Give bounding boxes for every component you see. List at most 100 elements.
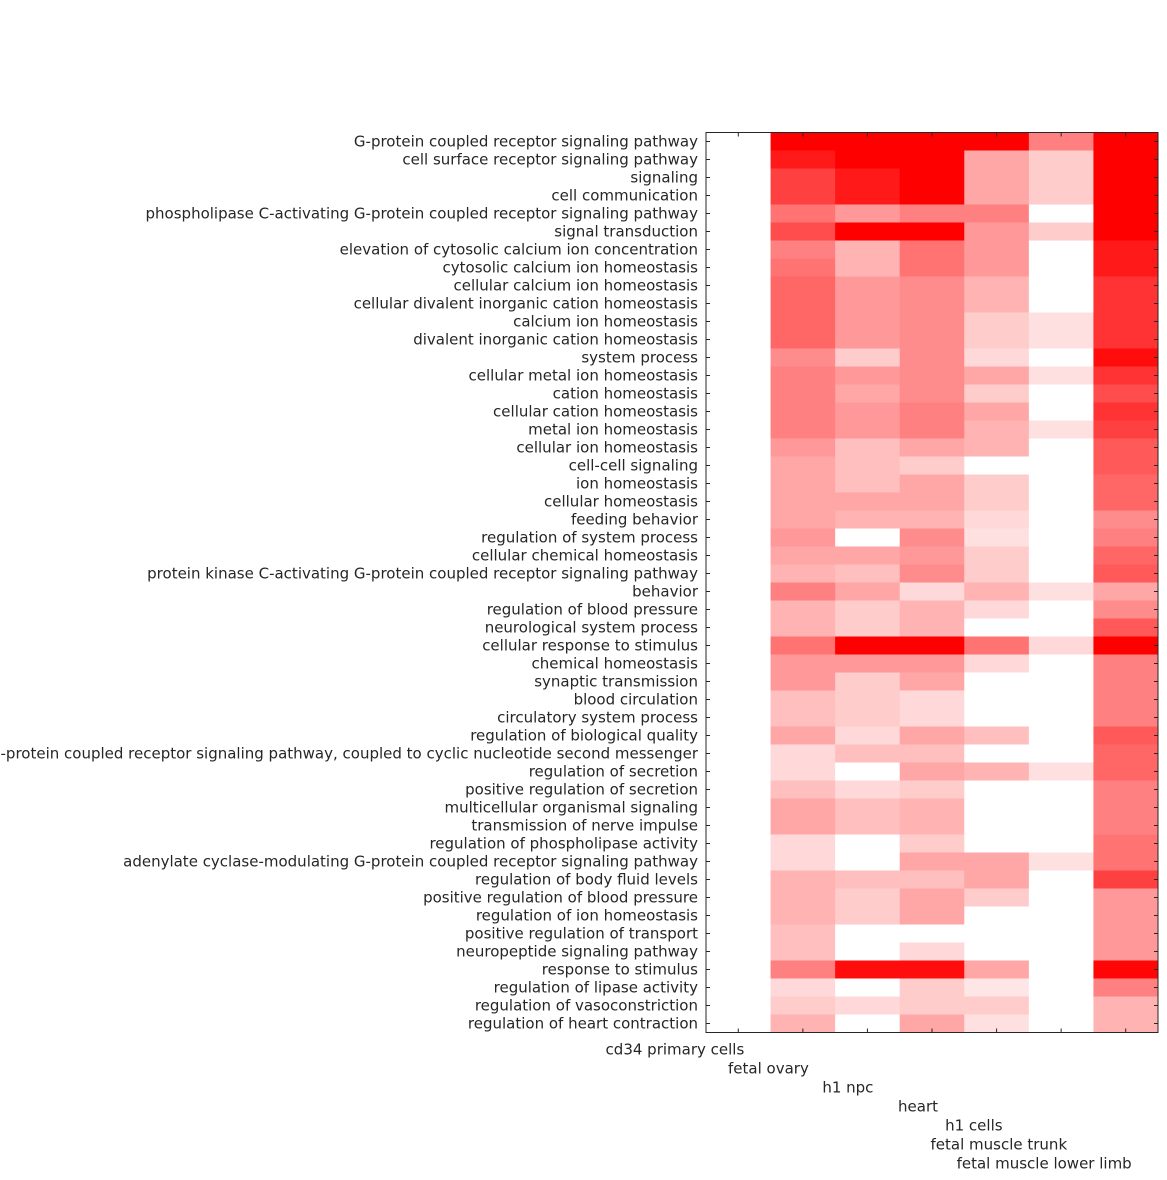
heatmap-cell [770,240,836,259]
heatmap-cell [835,420,901,439]
heatmap-cell [706,366,772,385]
heatmap-cell [770,762,836,781]
heatmap-cell [899,402,965,421]
heatmap-cell [835,672,901,691]
heatmap-cell [770,420,836,439]
heatmap-cell [899,474,965,493]
heatmap-cell [835,726,901,745]
heatmap-cell [770,402,836,421]
heatmap-cell [770,492,836,511]
column-label: fetal ovary [728,1060,809,1078]
heatmap-cell [835,978,901,997]
heatmap-cell [964,708,1030,727]
heatmap-cell [1093,978,1159,997]
row-label: cellular homeostasis [544,493,698,511]
heatmap-cell [770,726,836,745]
heatmap-cell [964,996,1030,1015]
heatmap-cell [835,348,901,367]
heatmap-cell [770,186,836,205]
heatmap-cell [770,834,836,853]
heatmap-cell [1028,204,1094,223]
heatmap-cell [835,276,901,295]
heatmap-cell [1093,618,1159,637]
heatmap-cell [706,492,772,511]
heatmap-cell [770,906,836,925]
heatmap-cell [1093,204,1159,223]
heatmap-cell [899,852,965,871]
heatmap-cell [1093,186,1159,205]
heatmap-cell [770,366,836,385]
heatmap-cell [964,366,1030,385]
heatmap-cell [964,330,1030,349]
heatmap-cell [706,600,772,619]
row-label: cellular response to stimulus [482,637,698,655]
heatmap-cell [706,870,772,889]
heatmap-cell [964,420,1030,439]
heatmap-cell [835,924,901,943]
heatmap-cell [770,132,836,151]
heatmap-cell [770,798,836,817]
heatmap-cell [1093,708,1159,727]
heatmap-cell [899,528,965,547]
heatmap-cell [1028,402,1094,421]
heatmap-cell [770,168,836,187]
heatmap-cell [964,636,1030,655]
heatmap-cell [964,438,1030,457]
heatmap-cell [835,636,901,655]
heatmap-cell [706,258,772,277]
heatmap-cell [706,294,772,313]
heatmap-cell [964,798,1030,817]
heatmap-cell [899,906,965,925]
heatmap-cell [964,744,1030,763]
heatmap-cell [770,654,836,673]
row-label: cytosolic calcium ion homeostasis [443,259,699,277]
row-label: adenylate cyclase-modulating G-protein c… [123,853,698,871]
heatmap-cell [964,654,1030,673]
heatmap-cell [899,168,965,187]
heatmap-cell [899,960,965,979]
heatmap-cell [964,726,1030,745]
heatmap-cell [964,960,1030,979]
heatmap-cell [1093,744,1159,763]
heatmap-cell [964,600,1030,619]
row-label: signal transduction [554,223,698,241]
heatmap-cell [835,492,901,511]
heatmap-cell [706,798,772,817]
heatmap-cell [1028,222,1094,241]
heatmap-cell [706,834,772,853]
heatmap-cell [706,888,772,907]
heatmap-cell [899,744,965,763]
heatmap-cell [1093,636,1159,655]
heatmap-cell [1028,150,1094,169]
heatmap-cell [706,960,772,979]
heatmap-cell [1093,240,1159,259]
heatmap-cell [1093,726,1159,745]
heatmap-cell [770,384,836,403]
row-label: neurological system process [485,619,698,637]
heatmap-cell [899,132,965,151]
heatmap-cell [770,852,836,871]
row-label: signaling [630,169,698,187]
heatmap-cell [1093,384,1159,403]
heatmap-cell [1028,348,1094,367]
heatmap-cell [899,816,965,835]
heatmap-cell [899,726,965,745]
heatmap-cell [835,870,901,889]
heatmap-cell [835,240,901,259]
heatmap-cell [1093,474,1159,493]
heatmap-cell [1028,924,1094,943]
heatmap-cell [835,762,901,781]
heatmap-cell [1028,996,1094,1015]
row-label: response to stimulus [542,961,698,979]
heatmap-cell [899,996,965,1015]
heatmap-cell [835,402,901,421]
heatmap-cell [899,492,965,511]
heatmap-cell [964,204,1030,223]
heatmap-cell [1028,798,1094,817]
heatmap-cell [835,582,901,601]
heatmap-cell [1093,582,1159,601]
heatmap-cell [835,834,901,853]
heatmap-cell [1093,132,1159,151]
heatmap-cell [706,690,772,709]
heatmap-cell [1028,834,1094,853]
